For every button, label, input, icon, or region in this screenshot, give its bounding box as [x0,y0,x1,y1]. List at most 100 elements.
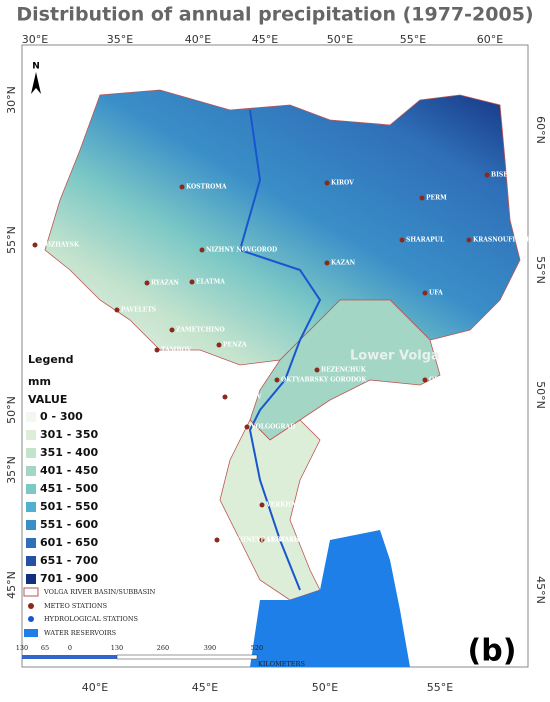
scale-unit: KILOMETERS [258,660,305,668]
meteo-station [419,195,425,201]
legend-swatch [26,556,36,566]
meteo-symbol [28,603,34,609]
meteo-station [144,280,150,286]
scale-label: 260 [157,644,169,652]
north-arrow: N [32,62,40,72]
station-label: PENZA [223,342,247,349]
legend-label: 451 - 500 [40,482,98,495]
legend-label: 701 - 900 [40,572,98,585]
meteo-station [422,377,428,383]
scale-label: 130 [16,644,28,652]
station-label: PAVELETS [121,307,156,314]
station-label: NIZHNY NOVGOROD [206,247,277,254]
volga-river [238,109,322,591]
legend-label: 401 - 450 [40,464,98,477]
station-label: RYAZAN [151,280,179,287]
left-tick-label: 35°N [5,456,18,484]
meteo-station [179,184,185,190]
legend-swatch [26,502,36,512]
bottom-tick-label: 55°E [427,681,453,694]
top-tick-label: 45°E [252,33,278,46]
legend-swatch [26,448,36,458]
scale-label: 65 [41,644,49,652]
meteo-station [114,307,120,313]
meteo-station [222,394,228,400]
legend-symbol-label: HYDROLOGICAL STATIONS [44,615,138,623]
station-label: SHARAPUL [406,237,445,244]
right-tick-label: 45°N [534,576,547,604]
legend-field: VALUE [28,393,67,406]
bottom-tick-label: 50°E [312,681,338,694]
legend-label: 501 - 550 [40,500,98,513]
top-tick-label: 50°E [327,33,353,46]
north-arrow-icon [31,72,41,94]
top-tick-label: 55°E [400,33,426,46]
meteo-station [324,180,330,186]
right-tick-label: 50°N [534,381,547,409]
station-label: PERM [426,195,447,202]
caspian-sea [250,530,410,667]
legend-label: 601 - 650 [40,536,98,549]
legend-title: Legend [28,353,74,366]
left-tick-label: 55°N [5,226,18,254]
legend-swatch [26,430,36,440]
legend-swatch [26,574,36,584]
left-tick-label: 45°N [5,571,18,599]
legend-swatch [26,538,36,548]
station-label: BISER [491,172,514,179]
station-label: ASTRAKHAN [265,537,311,544]
top-tick-label: 35°E [107,33,133,46]
meteo-station [466,237,472,243]
top-tick-label: 30°E [22,33,48,46]
legend-swatch [26,412,36,422]
left-tick-label: 50°N [5,396,18,424]
title: Distribution of annual precipitation (19… [16,4,533,26]
meteo-station [214,537,220,543]
right-tick-label: 60°N [534,116,547,144]
station-label: ORENBURG [429,377,470,384]
legend-swatch [26,520,36,530]
station-label: UFA [429,290,443,297]
meteo-station [199,247,205,253]
scale-label: 130 [111,644,123,652]
meteo-station [399,237,405,243]
meteo-station [244,424,250,430]
meteo-station [484,172,490,178]
meteo-station [189,279,195,285]
reservoir-symbol [24,629,38,637]
station-label: ZAMETCHINO [176,327,225,334]
meteo-station [314,367,320,373]
legend-symbol-label: METEO STATIONS [44,602,107,610]
hydro-symbol [28,616,34,622]
station-label: KAZAN [331,260,356,267]
meteo-station [32,242,38,248]
right-tick-label: 55°N [534,256,547,284]
scale-label: 0 [68,644,72,652]
scale-bar [22,655,117,659]
middle-basin [249,299,441,441]
meteo-station [259,502,265,508]
left-tick-label: 30°N [5,86,18,114]
legend-label: 301 - 350 [40,428,98,441]
top-tick-label: 40°E [185,33,211,46]
station-label: VERKHNEYE LEBYAZHYE [220,537,309,544]
station-label: KIROV [331,180,354,187]
legend-swatch [26,484,36,494]
meteo-station [324,260,330,266]
scale-bar [116,654,258,660]
station-label: TAMBOV [161,347,192,354]
bottom-tick-label: 40°E [82,681,108,694]
legend-symbol-label: VOLGA RIVER BASIN/SUBBASIN [43,588,156,596]
station-label: BEZENCHUK [321,367,367,374]
scale-label: 520 [251,644,263,652]
station-label: KOSTROMA [186,184,227,191]
legend-label: 551 - 600 [40,518,98,531]
legend-unit: mm [28,375,51,388]
meteo-station [274,377,280,383]
legend-label: 651 - 700 [40,554,98,567]
meteo-station [169,327,175,333]
station-label: MOZHAYSK [39,242,80,249]
legend-label: 0 - 300 [40,410,83,423]
